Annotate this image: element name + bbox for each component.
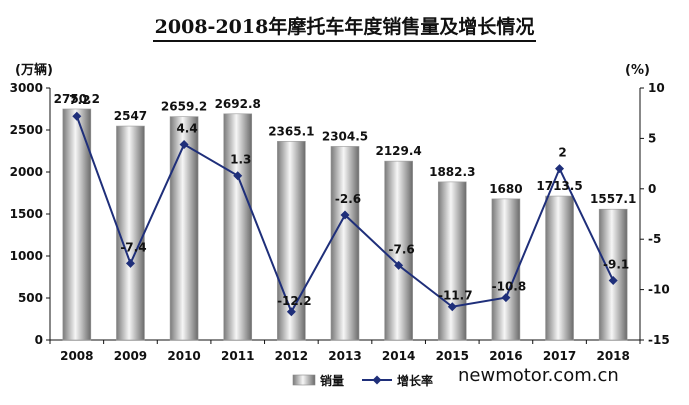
x-tick-label: 2009 xyxy=(114,349,147,363)
growth-value-label: 2 xyxy=(558,146,566,160)
chart-title: 2008-2018年摩托车年度销售量及增长情况 xyxy=(0,12,689,42)
y-right-tick-label: -5 xyxy=(648,232,661,246)
x-tick-label: 2012 xyxy=(275,349,308,363)
bar-value-label: 1882.3 xyxy=(429,165,475,179)
bar-value-label: 2547 xyxy=(114,109,147,123)
y-right-tick-label: 5 xyxy=(648,131,656,145)
x-tick-label: 2013 xyxy=(328,349,361,363)
bar-value-label: 2365.1 xyxy=(268,124,314,138)
growth-point xyxy=(608,276,618,286)
x-tick-label: 2010 xyxy=(167,349,200,363)
growth-point xyxy=(286,307,296,317)
bars xyxy=(62,108,628,341)
y-left-unit: (万辆) xyxy=(15,62,53,78)
growth-value-label: 1.3 xyxy=(230,153,251,167)
x-tick-label: 2008 xyxy=(60,349,93,363)
legend-line-marker xyxy=(372,375,382,385)
y-right-unit: (%) xyxy=(625,63,650,78)
legend-line-label: 增长率 xyxy=(397,373,433,388)
bar-value-label: 2304.5 xyxy=(322,129,368,143)
x-tick-label: 2018 xyxy=(596,349,629,363)
bar xyxy=(169,116,199,341)
y-right-tick-label: 10 xyxy=(648,81,665,95)
x-tick-label: 2015 xyxy=(436,349,469,363)
growth-point xyxy=(394,260,404,270)
growth-value-label: -11.7 xyxy=(438,289,473,303)
growth-value-label: -7.4 xyxy=(120,240,146,254)
x-tick-label: 2011 xyxy=(221,349,254,363)
growth-point xyxy=(233,171,243,181)
growth-point xyxy=(501,293,511,303)
growth-point xyxy=(340,210,350,220)
bar xyxy=(437,181,467,341)
y-left-tick-label: 0 xyxy=(35,333,43,347)
bar xyxy=(491,198,521,341)
bar xyxy=(277,141,306,341)
x-tick-label: 2014 xyxy=(382,349,415,363)
legend-bar-swatch xyxy=(292,374,316,386)
data-labels: 2750.2 2547 2659.2 2692.8 2365.1 2304.5 2129.4… xyxy=(54,92,637,308)
y-left-tick-label: 3000 xyxy=(10,81,43,95)
y-left-tick-label: 1500 xyxy=(10,207,43,221)
bar-value-label: 2692.8 xyxy=(215,97,261,111)
bar xyxy=(223,113,253,341)
axes: 0 500 1000 1500 2000 2500 3000 -15 -10 -5 0 5 10 2008… xyxy=(10,62,670,363)
chart-title-text: 2008-2018年摩托车年度销售量及增长情况 xyxy=(152,16,537,42)
watermark: newmotor.com.cn xyxy=(458,365,619,386)
x-tick-label: 2016 xyxy=(489,349,522,363)
growth-value-label: -2.6 xyxy=(335,192,361,206)
bar xyxy=(116,125,145,341)
growth-value-label: 7.2 xyxy=(69,93,90,107)
y-left-tick-label: 2500 xyxy=(10,123,43,137)
bar-value-label: 2750.2 xyxy=(54,92,100,106)
y-right-tick-label: -15 xyxy=(648,333,670,347)
bar-value-label: 2129.4 xyxy=(375,144,421,158)
growth-point xyxy=(125,258,135,268)
y-right-tick-label: 0 xyxy=(648,182,656,196)
y-right-tick-label: -10 xyxy=(648,283,670,297)
growth-value-label: -7.6 xyxy=(389,242,415,256)
legend-bar-label: 销量 xyxy=(320,373,344,388)
bar xyxy=(62,108,92,341)
growth-point xyxy=(555,164,565,174)
growth-value-label: -10.8 xyxy=(492,280,527,294)
bar xyxy=(545,195,574,341)
legend: 销量 增长率 xyxy=(292,373,433,388)
growth-value-label: -9.1 xyxy=(603,258,629,272)
growth-line xyxy=(72,111,618,317)
bar xyxy=(330,146,360,341)
bar-value-label: 1557.1 xyxy=(590,192,636,206)
bar-value-label: 1713.5 xyxy=(536,179,582,193)
y-left-tick-label: 1000 xyxy=(10,249,43,263)
x-tick-label: 2017 xyxy=(543,349,576,363)
bar xyxy=(598,208,628,341)
bar-value-label: 1680 xyxy=(489,182,522,196)
growth-value-label: -12.2 xyxy=(277,294,312,308)
growth-value-label: 4.4 xyxy=(176,121,197,135)
y-left-tick-label: 2000 xyxy=(10,165,43,179)
y-left-tick-label: 500 xyxy=(18,291,43,305)
growth-point xyxy=(72,111,82,121)
growth-point xyxy=(179,139,189,149)
growth-point xyxy=(447,302,457,312)
bar-value-label: 2659.2 xyxy=(161,100,207,114)
bar xyxy=(384,160,413,341)
